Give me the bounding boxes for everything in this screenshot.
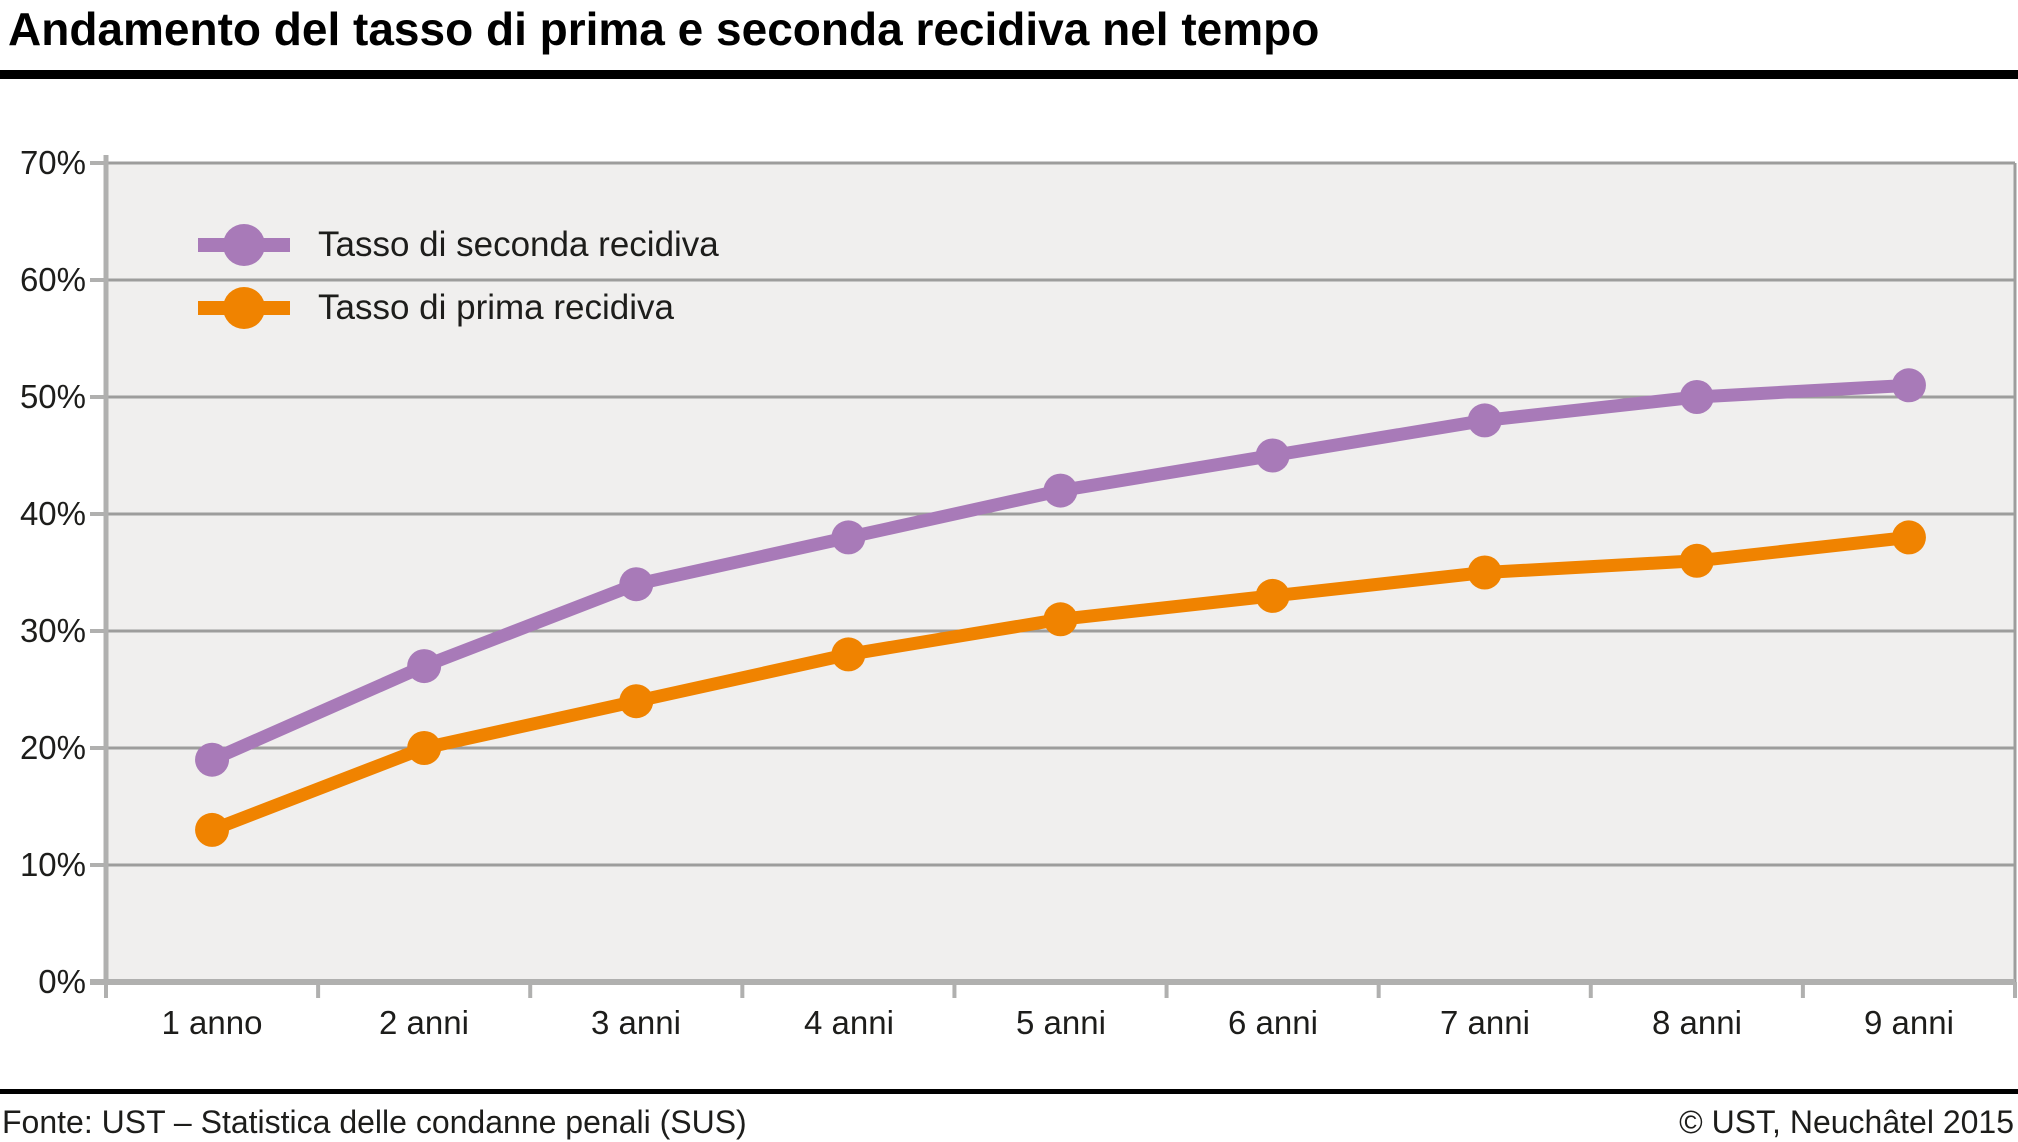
xtick-5-anni: 5 anni	[1016, 1004, 1106, 1041]
legend-label-prima: Tasso di prima recidiva	[318, 288, 674, 327]
legend-marker-seconda-icon	[198, 224, 290, 266]
data-point	[195, 812, 230, 847]
xtick-3-anni: 3 anni	[591, 1004, 681, 1041]
data-point	[195, 742, 230, 777]
xtick-4-anni: 4 anni	[804, 1004, 894, 1041]
data-point	[1255, 578, 1290, 613]
data-point	[1467, 403, 1502, 438]
xtick-8-anni: 8 anni	[1652, 1004, 1742, 1041]
xtick-9-anni: 9 anni	[1864, 1004, 1954, 1041]
ytick-50: 50%	[19, 378, 86, 415]
legend-item-prima-recidiva: Tasso di prima recidiva	[198, 279, 719, 337]
data-point	[1891, 520, 1926, 555]
data-point	[1891, 368, 1926, 403]
data-point	[1679, 543, 1714, 578]
xtick-7-anni: 7 anni	[1440, 1004, 1530, 1041]
xtick-1-anno: 1 anno	[161, 1004, 263, 1041]
page-title: Andamento del tasso di prima e seconda r…	[8, 3, 1320, 55]
data-point	[407, 649, 442, 684]
data-point	[1467, 555, 1502, 590]
xtick-2-anni: 2 anni	[379, 1004, 469, 1041]
ytick-0: 0%	[38, 963, 86, 1000]
ytick-60: 60%	[19, 261, 86, 298]
data-point	[831, 637, 866, 672]
data-point	[619, 684, 654, 719]
legend: Tasso di seconda recidiva Tasso di prima…	[198, 216, 719, 342]
footer-rule	[0, 1089, 2018, 1094]
footer-source: Fonte: UST – Statistica delle condanne p…	[2, 1104, 747, 1140]
xtick-6-anni: 6 anni	[1228, 1004, 1318, 1041]
data-point	[1255, 438, 1290, 473]
data-point	[1043, 473, 1078, 508]
legend-marker-prima-icon	[198, 287, 290, 329]
title-rule	[0, 70, 2018, 79]
legend-label-seconda: Tasso di seconda recidiva	[318, 225, 719, 264]
footer-copyright: © UST, Neuchâtel 2015	[1679, 1104, 2014, 1140]
ytick-10: 10%	[19, 846, 86, 883]
data-point	[831, 520, 866, 555]
ytick-30: 30%	[19, 612, 86, 649]
ytick-40: 40%	[19, 495, 86, 532]
ytick-20: 20%	[19, 729, 86, 766]
data-point	[1043, 602, 1078, 637]
data-point	[1679, 380, 1714, 414]
data-point	[619, 567, 654, 602]
legend-item-seconda-recidiva: Tasso di seconda recidiva	[198, 216, 719, 274]
ytick-70: 70%	[19, 144, 86, 181]
data-point	[407, 731, 442, 765]
